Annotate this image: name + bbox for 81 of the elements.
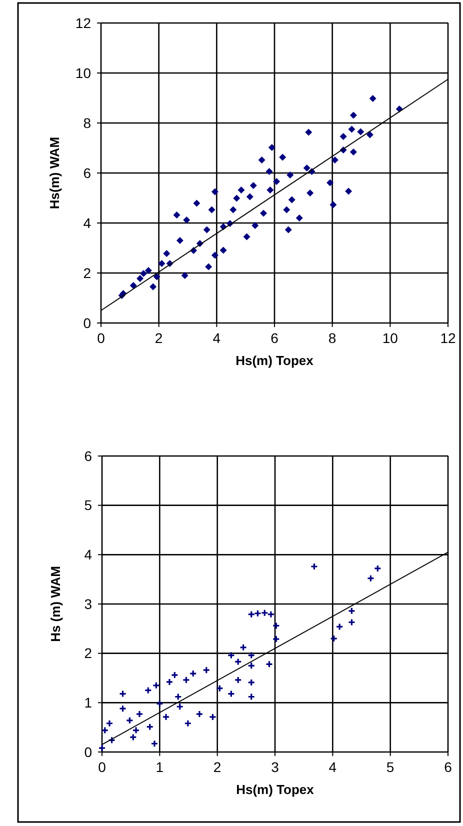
point [196, 710, 204, 718]
point [248, 678, 256, 686]
point [202, 666, 210, 674]
point [101, 726, 109, 734]
y-tick-label: 10 [75, 64, 92, 81]
point [248, 610, 256, 618]
y-tick-label: 4 [83, 214, 92, 231]
y-tick-label: 6 [84, 448, 92, 464]
point [156, 700, 164, 708]
point [234, 658, 242, 666]
point [118, 704, 127, 712]
point [152, 682, 160, 690]
point [272, 622, 280, 630]
x-tick-label: 3 [271, 759, 280, 775]
point [336, 622, 344, 630]
point [184, 720, 192, 728]
x-tick-label: 4 [212, 330, 221, 346]
point [208, 713, 217, 721]
point [136, 710, 144, 718]
point [267, 610, 275, 618]
y-tick-label: 2 [83, 264, 92, 281]
x-tick-label: 0 [98, 759, 106, 775]
point [150, 740, 158, 748]
point [374, 564, 382, 572]
y-tick-label: 12 [75, 14, 92, 31]
y-tick-label: 8 [83, 114, 92, 131]
x-tick-label: 5 [386, 759, 394, 775]
y-tick-label: 5 [84, 497, 92, 514]
point [176, 702, 184, 710]
point [170, 671, 178, 679]
x-tick-label: 2 [154, 330, 163, 346]
point [248, 662, 256, 670]
point [132, 726, 140, 734]
point [248, 692, 256, 701]
point [189, 670, 197, 678]
point [106, 720, 114, 728]
point [248, 652, 256, 660]
point [310, 562, 318, 570]
y-tick-label: 0 [84, 744, 92, 760]
point [330, 634, 338, 642]
x-axis-title: Hs(m) Topex [236, 782, 315, 797]
point [254, 610, 262, 618]
point [234, 676, 242, 684]
x-tick-label: 12 [440, 330, 456, 346]
point [239, 644, 248, 652]
point [162, 713, 170, 721]
point [118, 690, 127, 698]
point [146, 723, 154, 731]
x-tick-label: 10 [382, 330, 398, 346]
x-tick-label: 2 [213, 759, 222, 775]
point [182, 676, 190, 684]
x-tick-label: 1 [156, 759, 164, 775]
point [126, 716, 134, 724]
x-tick-label: 4 [328, 759, 337, 775]
x-tick-label: 0 [97, 330, 106, 346]
point [144, 686, 152, 694]
y-tick-label: 6 [83, 164, 92, 181]
point [227, 652, 235, 660]
y-tick-label: 2 [84, 645, 92, 662]
point [265, 660, 274, 668]
x-tick-label: 6 [270, 330, 279, 346]
x-tick-label: 8 [328, 330, 336, 346]
y-tick-label: 1 [84, 694, 92, 711]
y-tick-label: 3 [84, 596, 92, 612]
point [260, 609, 268, 617]
point [348, 618, 356, 626]
x-tick-label: 6 [444, 759, 452, 775]
x-axis-title: Hs(m) Topex [236, 353, 314, 368]
point [108, 736, 116, 744]
point [216, 684, 224, 692]
y-axis-title: Hs(m) WAM [47, 136, 62, 210]
point [174, 692, 182, 701]
point [129, 733, 137, 741]
point [348, 607, 356, 615]
y-tick-label: 0 [83, 314, 92, 331]
point [366, 574, 375, 582]
point [166, 678, 174, 686]
point [272, 635, 280, 643]
y-tick-label: 4 [84, 546, 92, 563]
point [227, 690, 235, 698]
y-axis-title: Hs (m) WAM [48, 566, 63, 642]
